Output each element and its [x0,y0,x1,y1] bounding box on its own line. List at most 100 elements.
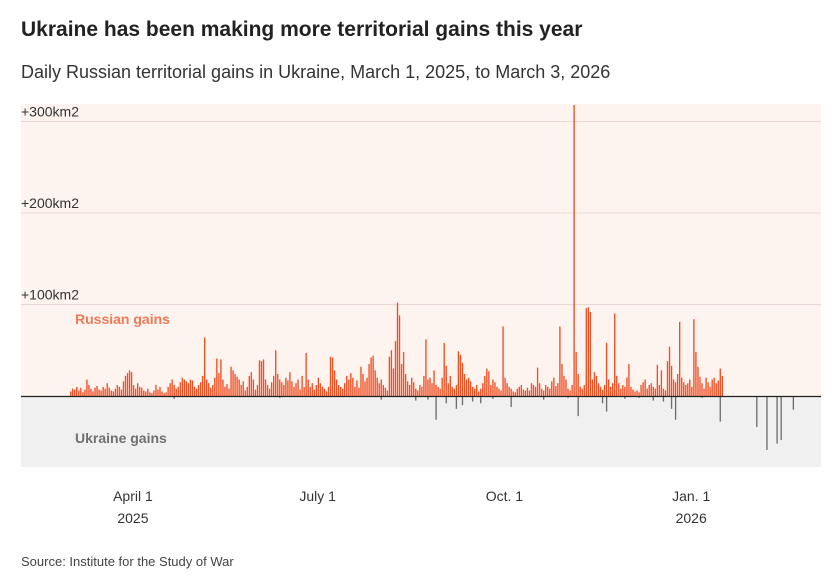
russian-gain-bar [563,375,565,396]
russian-gain-bar [512,391,514,396]
russian-gain-bar [262,359,265,396]
russian-gain-bar [662,388,665,396]
russian-gain-bar [447,383,449,396]
russian-gain-bar [169,383,171,396]
russian-gain-bar [638,392,640,396]
russian-gain-bar [171,379,173,396]
russian-gain-bar [270,382,273,396]
russian-gain-bar [155,385,157,396]
ukraine-gain-bar [380,396,382,400]
russian-gain-bar [311,383,313,396]
russian-gain-bar [70,391,72,396]
russian-gain-bar [378,383,380,396]
russian-gain-bar [358,387,360,396]
russian-gain-bar [599,386,602,396]
ukraine-gains-label: Ukraine gains [75,430,167,446]
russian-gain-bar [498,388,500,396]
x-tick-label: April 1 [113,488,153,504]
ukraine-gain-bar [670,396,673,409]
russian-gain-bar [715,383,717,396]
russian-gain-bar [471,386,474,396]
russian-gain-bar [252,379,255,396]
ukraine-gain-bar [792,396,795,410]
russian-gain-bar [628,363,630,396]
russian-gain-bar [297,379,299,396]
russian-gain-bar [679,321,681,396]
russian-gain-bar [609,386,612,396]
russian-gain-bar [88,385,90,396]
ukraine-gain-bar [766,396,768,450]
russian-gain-bar [573,105,575,396]
russian-gain-bar [719,368,721,396]
russian-gain-bar [707,382,709,396]
russian-gain-bar [277,374,279,396]
ukraine-gain-bar [445,396,447,404]
russian-gain-bar [709,386,711,396]
russian-gain-bar [484,375,486,396]
russian-gain-bar [494,382,496,396]
russian-gain-bar [717,380,719,396]
russian-gain-bar [528,390,531,396]
russian-gain-bar [453,388,456,396]
russian-gain-bar [620,388,622,396]
russian-gain-bar [425,339,427,396]
russian-gain-bar [496,386,498,396]
russian-gain-bar [289,372,291,396]
ukraine-gain-bar [674,396,677,420]
russian-gain-bar [411,377,413,396]
ukraine-gain-bar [605,396,608,412]
russian-gain-bar [559,326,561,396]
russian-gain-bar [658,385,661,396]
x-tick-year-label: 2026 [676,510,707,526]
ukraine-gain-bar [577,396,579,417]
russian-gain-bar [689,379,691,396]
russian-gain-bar [165,392,167,396]
russian-gain-bar [585,308,587,396]
chart-subtitle: Daily Russian territorial gains in Ukrai… [21,62,611,82]
russian-gain-bar [108,387,110,396]
russian-gain-bar [624,386,626,396]
russian-gain-bar [218,373,220,397]
russian-gain-bar [536,367,539,396]
russian-gain-bar [153,390,155,396]
russian-gain-bar [195,388,198,396]
russian-gain-bar [187,383,190,396]
chart-canvas: +300km2 +200km2 +100km2 April 1 2025 July 1 O… [21,104,821,526]
russian-gain-bar [632,389,634,396]
russian-gain-bar [323,388,326,396]
russian-gain-bar [589,311,592,396]
russian-gain-bar [516,388,518,396]
russian-gain-bar [350,373,352,397]
russian-gain-bar [406,381,409,396]
russian-gain-bar [427,379,429,396]
russian-gain-bar [159,386,161,396]
russian-gain-bar [193,386,196,396]
russian-gain-bar [382,385,384,396]
russian-gain-bar [315,385,317,396]
russian-gain-bar [76,386,78,396]
russian-gain-bar [80,387,82,396]
russian-gain-bar [352,377,354,396]
russian-gain-bar [132,385,135,396]
russian-gain-bar [309,386,311,396]
russian-gain-bar [199,382,202,396]
russian-gain-bar [713,377,715,396]
russian-gain-bar [461,363,464,396]
russian-gain-bar [642,382,644,396]
russian-gain-bar [104,388,106,396]
russian-gain-bar [281,382,283,396]
russian-gain-bar [319,383,322,396]
russian-gain-bar [242,381,244,396]
russian-gain-bar [449,375,451,396]
russian-gains-label: Russian gains [75,311,170,327]
russian-gain-bar [291,381,293,396]
russian-gain-bar [549,388,551,396]
annotations: Russian gains Ukraine gains [75,311,170,446]
russian-gain-bar [285,377,287,396]
ukraine-gain-bar [480,396,482,404]
russian-gain-bar [230,366,232,396]
russian-gain-bar [266,385,269,396]
russian-gain-bar [260,361,263,396]
russian-gain-bar [693,319,695,396]
russian-gain-bar [167,386,169,396]
